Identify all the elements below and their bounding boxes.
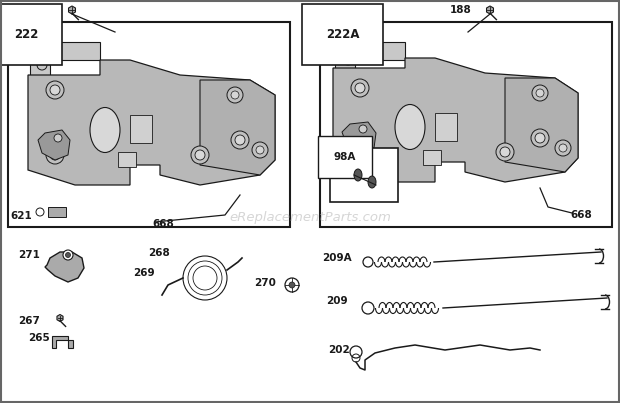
Polygon shape	[30, 42, 100, 80]
Circle shape	[231, 131, 249, 149]
Bar	[130, 115, 152, 143]
Polygon shape	[200, 80, 275, 175]
Circle shape	[289, 282, 295, 288]
Text: 668: 668	[152, 219, 174, 229]
Circle shape	[63, 250, 73, 260]
Bar	[48, 207, 66, 217]
Text: 209: 209	[326, 296, 348, 306]
Text: 621: 621	[10, 211, 32, 221]
Circle shape	[536, 89, 544, 97]
Text: 98A: 98A	[334, 152, 356, 162]
Text: 621: 621	[322, 144, 343, 154]
Circle shape	[195, 150, 205, 160]
Circle shape	[66, 253, 71, 258]
Circle shape	[46, 81, 64, 99]
Circle shape	[191, 146, 209, 164]
Text: 271: 271	[18, 250, 40, 260]
Bar	[320, 22, 612, 227]
Polygon shape	[505, 78, 578, 172]
Circle shape	[496, 143, 514, 161]
Polygon shape	[69, 6, 76, 14]
Bar	[330, 148, 398, 202]
Text: 270: 270	[254, 278, 276, 288]
Circle shape	[359, 125, 367, 133]
Text: 188: 188	[450, 5, 472, 15]
Bar	[118, 152, 136, 167]
Text: 202: 202	[328, 345, 350, 355]
Polygon shape	[28, 60, 275, 185]
Circle shape	[355, 83, 365, 93]
Text: 268: 268	[148, 248, 170, 258]
Text: eReplacementParts.com: eReplacementParts.com	[229, 212, 391, 224]
Bar	[435, 113, 457, 141]
Ellipse shape	[90, 108, 120, 152]
Circle shape	[355, 147, 365, 157]
Polygon shape	[342, 122, 376, 153]
Ellipse shape	[368, 176, 376, 188]
Polygon shape	[52, 336, 73, 348]
Circle shape	[50, 85, 60, 95]
Ellipse shape	[395, 104, 425, 150]
Ellipse shape	[354, 169, 362, 181]
Circle shape	[235, 135, 245, 145]
Polygon shape	[335, 42, 405, 72]
Text: 265: 265	[28, 333, 50, 343]
Bar	[423, 150, 441, 165]
Circle shape	[252, 142, 268, 158]
Polygon shape	[333, 58, 578, 182]
Circle shape	[54, 134, 62, 142]
Circle shape	[559, 144, 567, 152]
Polygon shape	[57, 314, 63, 322]
Circle shape	[500, 147, 510, 157]
Circle shape	[351, 143, 369, 161]
Text: 209A: 209A	[322, 253, 352, 263]
Polygon shape	[45, 252, 84, 282]
Circle shape	[50, 150, 60, 160]
Circle shape	[531, 129, 549, 147]
Circle shape	[555, 140, 571, 156]
Circle shape	[46, 146, 64, 164]
Circle shape	[535, 133, 545, 143]
Circle shape	[231, 91, 239, 99]
Bar	[8, 22, 290, 227]
Text: 267: 267	[18, 316, 40, 326]
Polygon shape	[38, 130, 70, 160]
Text: 269: 269	[133, 268, 154, 278]
Circle shape	[256, 146, 264, 154]
Text: 188: 188	[35, 5, 57, 15]
Polygon shape	[487, 6, 494, 14]
Text: 222: 222	[14, 28, 38, 41]
Circle shape	[532, 85, 548, 101]
Circle shape	[227, 87, 243, 103]
Text: 668: 668	[570, 210, 591, 220]
Text: 222A: 222A	[326, 28, 360, 41]
Circle shape	[351, 79, 369, 97]
